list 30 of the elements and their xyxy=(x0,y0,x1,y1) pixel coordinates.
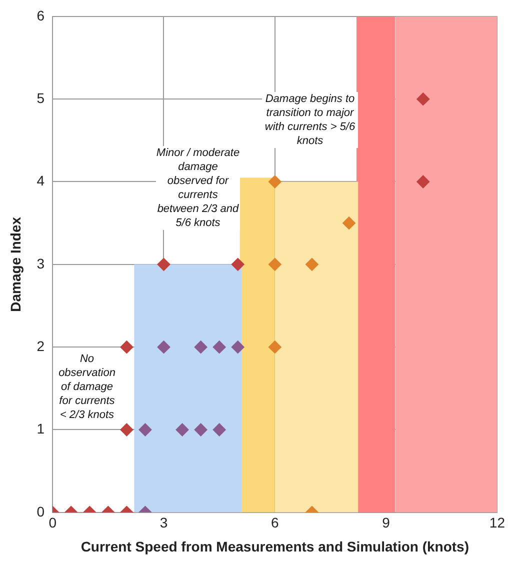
point xyxy=(120,340,134,354)
y-tick-label: 2 xyxy=(36,338,45,354)
x-tick-label: 6 xyxy=(271,514,279,531)
x-tick-label: 9 xyxy=(382,514,390,531)
annotation: No observation of damage for currents < 2/3 knots xyxy=(56,352,118,422)
y-tick-label: 1 xyxy=(36,420,45,437)
y-tick-label: 3 xyxy=(36,255,45,272)
point xyxy=(157,258,170,271)
annotation: Damage begins to transition to major with currents > 5/6 knots xyxy=(262,92,358,148)
x-tick-label: 12 xyxy=(489,514,506,531)
annotation: Minor / moderate damage observed for currents between 2/3 and 5/6 knots xyxy=(156,146,240,230)
y-axis-title: Damage Index xyxy=(7,216,24,312)
x-axis-title: Current Speed from Measurements and Simulation (knots) xyxy=(80,538,469,554)
point xyxy=(268,175,282,188)
x-tick-label: 0 xyxy=(48,514,57,531)
point xyxy=(342,216,356,230)
point xyxy=(212,340,226,354)
y-tick-label: 4 xyxy=(36,172,45,189)
y-tick-label: 0 xyxy=(36,503,45,520)
x-tick-label: 3 xyxy=(160,514,168,531)
point xyxy=(305,258,318,271)
y-tick-label: 5 xyxy=(36,90,45,106)
point xyxy=(157,340,170,354)
point xyxy=(231,258,244,271)
point xyxy=(416,175,430,188)
point xyxy=(268,258,282,271)
point xyxy=(231,340,244,354)
point xyxy=(194,340,208,354)
y-tick-label: 6 xyxy=(36,7,45,24)
point xyxy=(268,340,282,354)
